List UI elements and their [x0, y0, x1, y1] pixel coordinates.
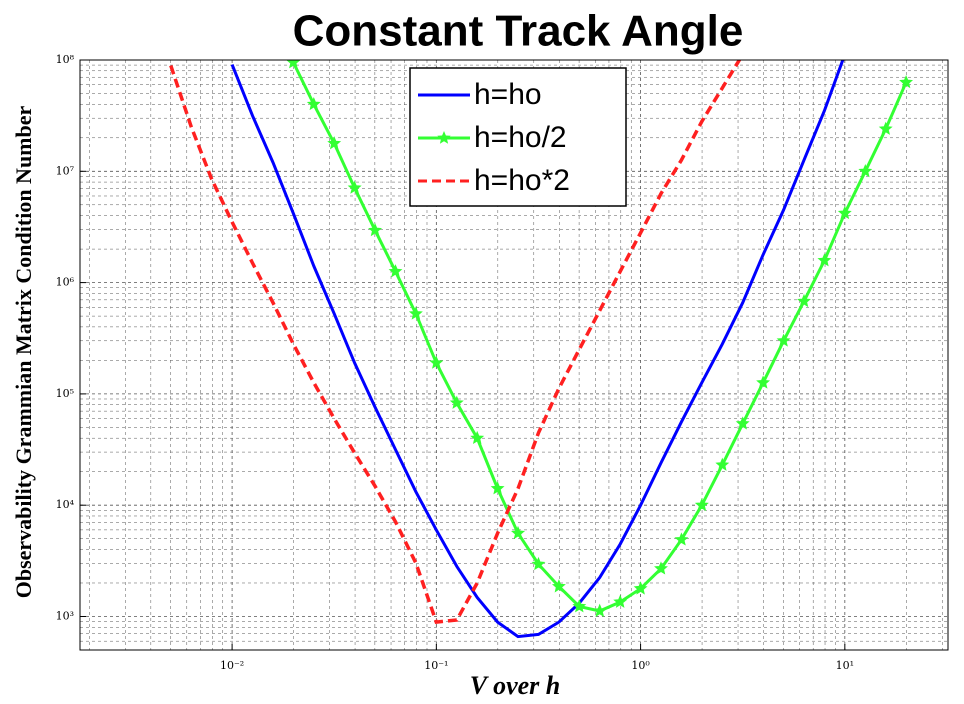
chart-title: Constant Track Angle — [293, 7, 744, 56]
series-marker — [899, 75, 914, 89]
series-marker — [756, 375, 771, 389]
series-marker — [654, 561, 668, 575]
series-marker — [368, 223, 383, 237]
y-tick-label: 10⁴ — [56, 498, 75, 511]
legend-label: h=ho/2 — [474, 121, 567, 154]
series-marker — [837, 205, 852, 220]
legend-marker — [437, 131, 451, 144]
x-tick-label: 10¹ — [836, 659, 854, 672]
series-marker — [388, 264, 403, 278]
legend: h=ho h=ho/2 h=ho*2 — [409, 67, 627, 207]
legend-label: h=ho*2 — [474, 164, 570, 197]
x-tick-label: 10⁻² — [220, 659, 244, 672]
series-marker — [776, 333, 791, 347]
series-marker — [633, 581, 648, 595]
x-tick-label: 10⁰ — [631, 659, 650, 672]
series-marker — [674, 532, 689, 546]
y-tick-label: 10⁸ — [56, 53, 75, 66]
y-tick-label: 10³ — [56, 609, 74, 622]
y-tick-label: 10⁷ — [56, 164, 75, 177]
series-marker — [694, 497, 709, 512]
series-marker — [470, 430, 485, 445]
y-tick-label: 10⁶ — [56, 276, 75, 289]
series-marker — [817, 253, 832, 267]
series-line — [169, 60, 742, 624]
series-marker — [429, 355, 444, 369]
legend-label: h=ho — [474, 78, 542, 111]
series-marker — [531, 556, 546, 571]
series-marker — [735, 416, 750, 430]
series-marker — [511, 525, 526, 540]
series-marker — [592, 603, 607, 617]
series-marker — [408, 306, 423, 320]
series-marker — [306, 97, 321, 111]
series-marker — [490, 481, 505, 495]
plot-frame — [79, 59, 949, 651]
series-marker — [347, 180, 362, 194]
series-marker — [551, 579, 566, 593]
x-axis-label: V over h — [470, 671, 561, 700]
series-marker — [858, 163, 873, 178]
series-marker — [878, 121, 893, 135]
x-tick-label: 10⁻¹ — [424, 659, 448, 672]
y-tick-label: 10⁵ — [56, 387, 74, 400]
series-marker — [572, 599, 587, 613]
series-marker — [613, 594, 628, 608]
series-marker — [797, 293, 811, 308]
lines — [169, 60, 914, 639]
series-marker — [715, 457, 730, 471]
series-marker — [449, 395, 464, 409]
series-marker — [327, 136, 342, 150]
y-axis-label: Observability Grammian Matrix Condition … — [11, 105, 36, 598]
series-line — [230, 60, 845, 639]
